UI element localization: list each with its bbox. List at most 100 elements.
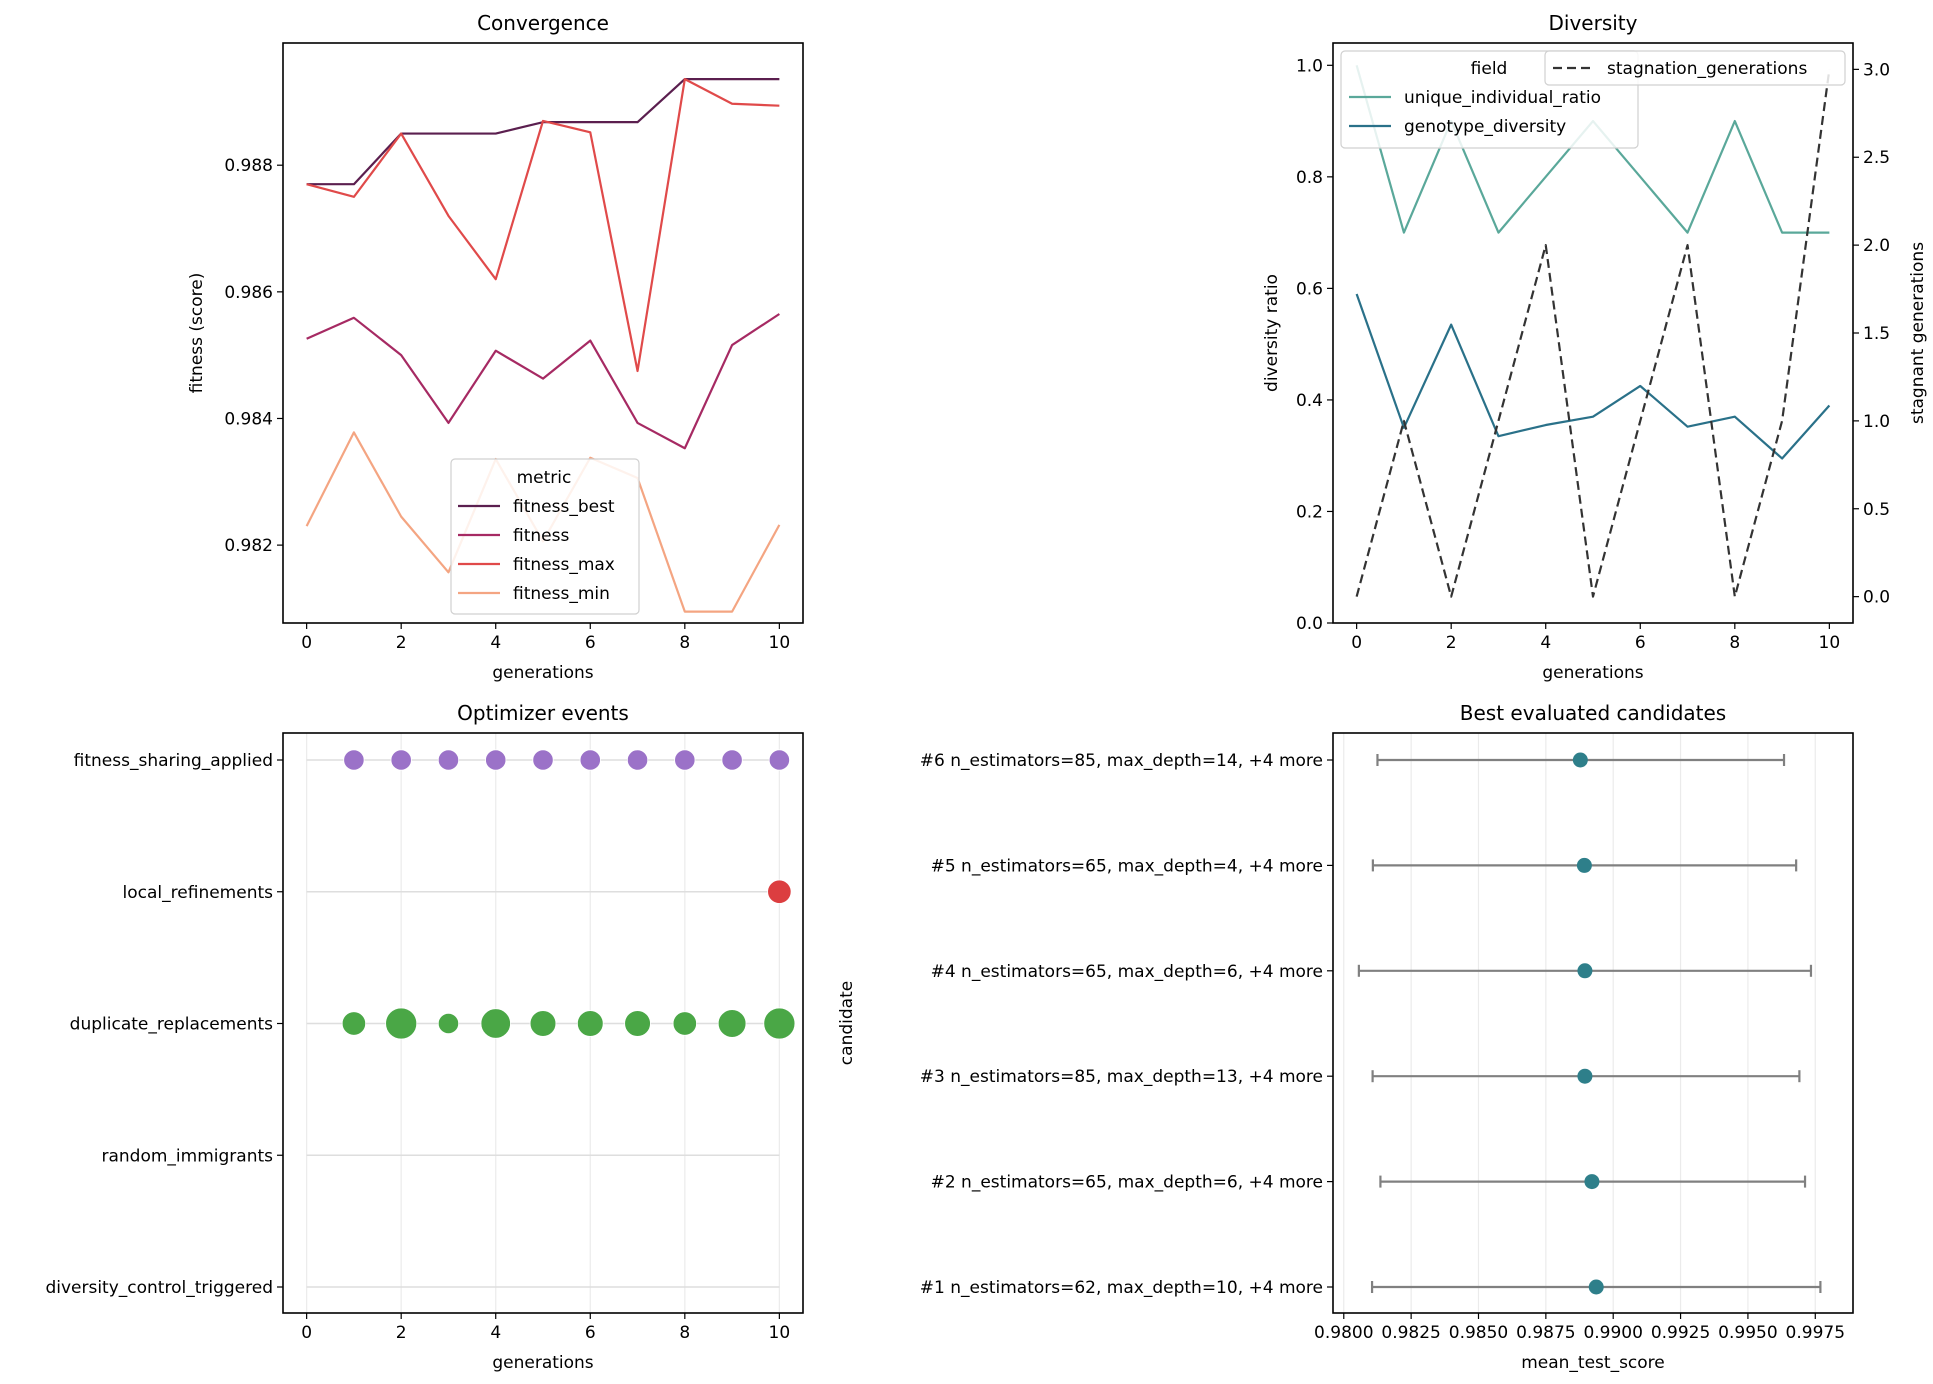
event-point-duplicate_replacements <box>576 1010 604 1037</box>
diversity-ylabel: diversity ratio <box>1262 274 1282 392</box>
diversity-ytick-right-label: 1.5 <box>1863 324 1890 344</box>
candidate-mean-point <box>1572 752 1588 768</box>
diversity-ytick-right-label: 0.0 <box>1863 588 1890 608</box>
candidates-grid <box>1343 733 1816 1313</box>
candidate-label: #1 n_estimators=62, max_depth=10, +4 mor… <box>920 1278 1323 1298</box>
candidate-mean-point <box>1588 1279 1604 1295</box>
events-xtick-label: 2 <box>396 1323 407 1343</box>
convergence-xtick-label: 8 <box>679 633 690 653</box>
legend-label-fitness_max: fitness_max <box>513 555 615 575</box>
events-xlabel: generations <box>492 1353 593 1373</box>
diversity-legend-title: field <box>1471 59 1508 79</box>
candidates-xtick-label: 0.9950 <box>1718 1323 1777 1343</box>
diversity-ytick-right-label: 3.0 <box>1863 60 1890 80</box>
event-point-duplicate_replacements <box>672 1011 697 1036</box>
diversity-legend-right-box <box>1544 50 1846 86</box>
event-point-fitness_sharing_applied <box>626 749 649 771</box>
event-point-duplicate_replacements <box>437 1012 460 1035</box>
candidate-mean-point <box>1576 857 1592 873</box>
candidates-xtick-label: 0.9925 <box>1651 1323 1710 1343</box>
convergence-legend-title: metric <box>517 468 572 488</box>
candidate-mean-point <box>1577 1068 1593 1084</box>
convergence-ytick-label: 0.984 <box>224 409 273 429</box>
event-point-duplicate_replacements <box>341 1011 367 1036</box>
candidates-frame <box>1332 732 1854 1314</box>
candidates-marks <box>1357 752 1822 1295</box>
convergence-ytick-label: 0.982 <box>224 536 273 556</box>
candidate-label: #5 n_estimators=65, max_depth=4, +4 more <box>931 856 1323 876</box>
candidate-label: #2 n_estimators=65, max_depth=6, +4 more <box>931 1173 1323 1193</box>
events-xtick-label: 0 <box>301 1323 312 1343</box>
candidate-label: #3 n_estimators=85, max_depth=13, +4 mor… <box>920 1067 1323 1087</box>
events-xtick-label: 4 <box>490 1323 501 1343</box>
candidates-xlabel: mean_test_score <box>1521 1353 1665 1373</box>
candidates-xtick-label: 0.9975 <box>1786 1323 1845 1343</box>
diversity-ytick-right-label: 1.0 <box>1863 412 1890 432</box>
legend-label-fitness: fitness <box>513 526 569 546</box>
diversity-xtick-label: 10 <box>1819 633 1841 653</box>
event-point-fitness_sharing_applied <box>721 749 743 771</box>
events-xtick-label: 8 <box>679 1323 690 1343</box>
convergence-xtick-label: 2 <box>396 633 407 653</box>
series-line-fitness_max <box>306 77 780 373</box>
events-ytick-label: fitness_sharing_applied <box>74 751 273 771</box>
events-marks <box>341 749 796 1040</box>
diversity-legend-right: stagnation_generations <box>1544 50 1846 86</box>
candidate-mean-point <box>1577 963 1593 979</box>
convergence-xtick-label: 4 <box>490 633 501 653</box>
legend-label-stagnation_generations: stagnation_generations <box>1607 59 1807 79</box>
diversity-title: Diversity <box>1549 11 1638 35</box>
candidates-panel: Best evaluated candidates 0.9800 0.9825 0.… <box>837 701 1854 1373</box>
convergence-xlabel: generations <box>492 663 593 683</box>
diversity-ticks: 0 2 4 6 8 10 0.0 0.2 0.4 0.6 0.8 1.0 0.0 0.5 1.0 1.5 2.0… <box>1296 56 1890 653</box>
diversity-ytick-right-label: 0.5 <box>1863 500 1890 520</box>
events-panel: Optimizer events 0 2 4 6 8 10 fitness_sharing_… <box>45 701 804 1373</box>
convergence-ylabel: fitness (score) <box>187 273 207 394</box>
series-line-fitness <box>306 313 780 450</box>
candidate-label: #4 n_estimators=65, max_depth=6, +4 more <box>931 962 1323 982</box>
event-point-fitness_sharing_applied <box>768 749 790 771</box>
legend-label-unique_individual_ratio: unique_individual_ratio <box>1404 88 1601 108</box>
event-point-fitness_sharing_applied <box>579 749 601 771</box>
convergence-title: Convergence <box>477 11 609 35</box>
diversity-xtick-label: 6 <box>1635 633 1646 653</box>
series-line-genotype_diversity <box>1355 293 1831 460</box>
candidates-xtick-label: 0.9900 <box>1583 1323 1642 1343</box>
event-point-duplicate_replacements <box>624 1010 651 1037</box>
diversity-xlabel: generations <box>1542 663 1643 683</box>
diversity-ytick-label: 0.0 <box>1296 614 1323 634</box>
diversity-ytick-label: 0.4 <box>1296 391 1323 411</box>
convergence-xtick-label: 0 <box>301 633 312 653</box>
convergence-ytick-label: 0.988 <box>224 156 273 176</box>
convergence-frame <box>282 42 804 624</box>
diversity-ytick-right-label: 2.0 <box>1863 236 1890 256</box>
candidate-label: #6 n_estimators=85, max_depth=14, +4 mor… <box>920 751 1323 771</box>
events-ytick-label: diversity_control_triggered <box>45 1278 273 1298</box>
diversity-ytick-label: 0.8 <box>1296 168 1323 188</box>
event-point-duplicate_replacements <box>480 1008 511 1039</box>
diversity-ytick-label: 0.2 <box>1296 502 1323 522</box>
diversity-xtick-label: 8 <box>1729 633 1740 653</box>
events-ticks: 0 2 4 6 8 10 fitness_sharing_applied local_refi… <box>45 751 790 1343</box>
series-line-stagnation_generations <box>1355 69 1831 598</box>
legend-label-fitness_best: fitness_best <box>513 497 615 517</box>
candidates-ticks: 0.9800 0.9825 0.9850 0.9875 0.9900 0.9925 0.99… <box>920 751 1845 1343</box>
event-point-fitness_sharing_applied <box>437 749 460 771</box>
events-title: Optimizer events <box>457 701 629 725</box>
candidates-xtick-label: 0.9800 <box>1314 1323 1373 1343</box>
diversity-xtick-label: 4 <box>1540 633 1551 653</box>
convergence-ytick-label: 0.986 <box>224 283 273 303</box>
diversity-ylabel-right: stagnant generations <box>1908 242 1928 424</box>
diversity-ytick-label: 1.0 <box>1296 56 1323 76</box>
convergence-xtick-label: 6 <box>585 633 596 653</box>
candidates-ylabel: candidate <box>837 981 857 1065</box>
event-point-fitness_sharing_applied <box>485 749 507 771</box>
candidate-mean-point <box>1584 1174 1600 1190</box>
convergence-panel: Convergence 0 2 4 6 8 100.9820.9840.9860.988 … <box>187 11 804 683</box>
convergence-xtick-label: 10 <box>769 633 791 653</box>
convergence-legend-box <box>450 458 640 615</box>
events-xtick-label: 10 <box>769 1323 791 1343</box>
legend-label-genotype_diversity: genotype_diversity <box>1404 117 1566 137</box>
